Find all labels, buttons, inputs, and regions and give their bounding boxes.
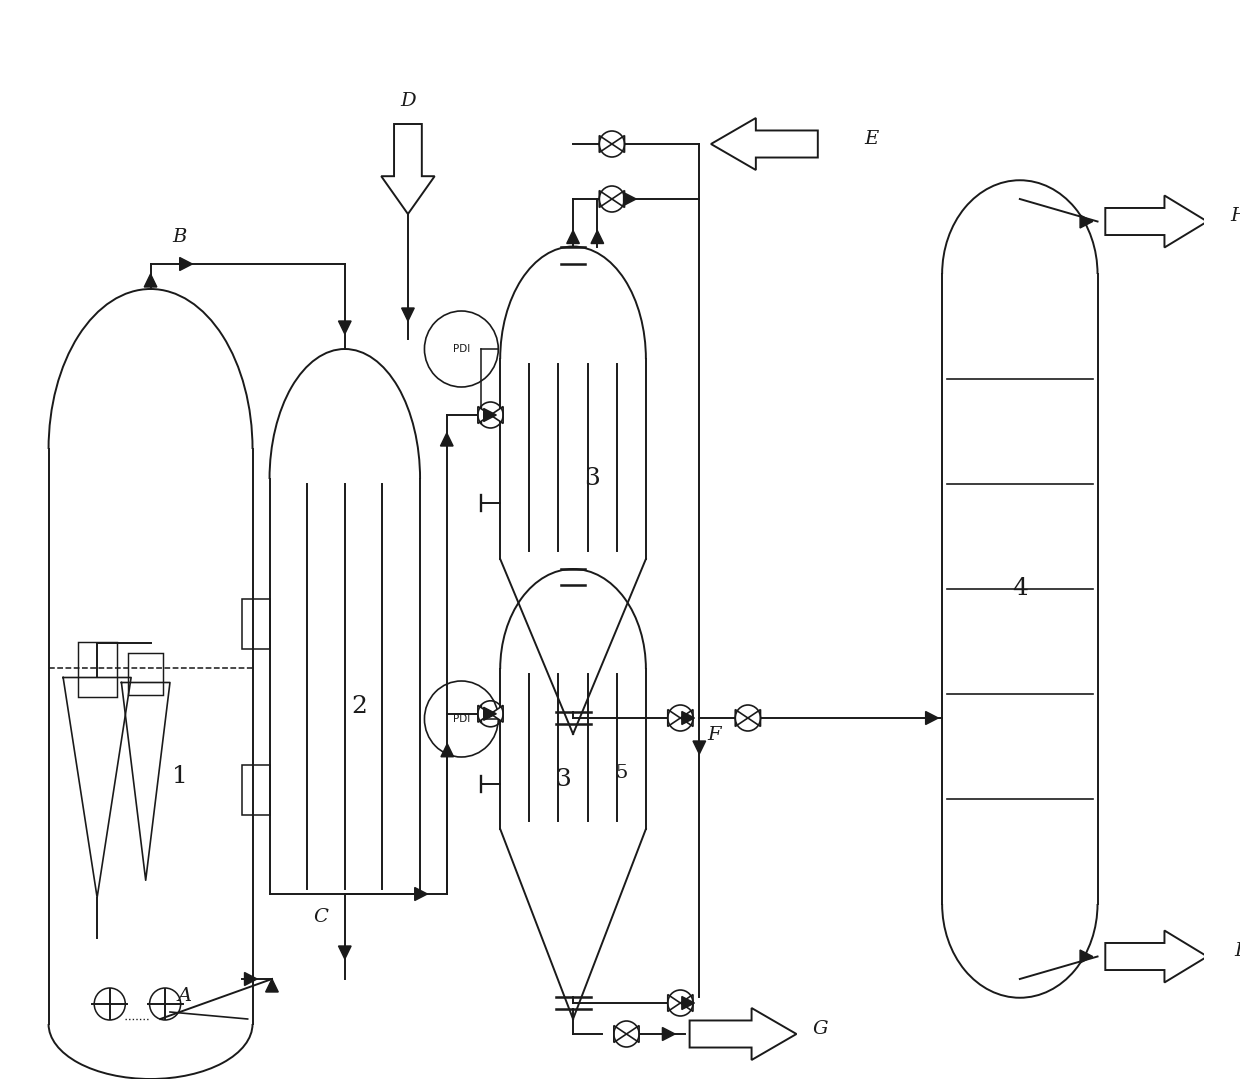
Text: G: G: [813, 1020, 828, 1038]
Text: F: F: [707, 726, 720, 745]
Text: PDI: PDI: [453, 714, 470, 724]
Polygon shape: [484, 708, 496, 721]
Text: I: I: [1235, 942, 1240, 960]
Polygon shape: [662, 1027, 675, 1040]
Polygon shape: [611, 191, 625, 207]
Polygon shape: [682, 711, 694, 724]
Text: H: H: [1230, 207, 1240, 226]
Text: 3: 3: [556, 767, 572, 791]
Polygon shape: [144, 274, 157, 287]
Text: 2: 2: [351, 695, 367, 718]
Polygon shape: [925, 711, 939, 724]
Polygon shape: [491, 407, 503, 423]
Bar: [242, 599, 269, 650]
Polygon shape: [1105, 930, 1208, 983]
Polygon shape: [611, 136, 625, 152]
Polygon shape: [180, 258, 192, 271]
Text: 5: 5: [615, 764, 627, 782]
Polygon shape: [484, 409, 496, 422]
Text: E: E: [864, 129, 878, 148]
Polygon shape: [265, 979, 278, 992]
Text: D: D: [401, 92, 415, 110]
Bar: [78, 642, 117, 697]
Polygon shape: [339, 320, 351, 334]
Polygon shape: [477, 407, 491, 423]
Text: A: A: [177, 987, 192, 1005]
Polygon shape: [668, 710, 681, 726]
Polygon shape: [614, 1025, 626, 1042]
Polygon shape: [681, 995, 693, 1011]
Polygon shape: [624, 192, 636, 205]
Polygon shape: [599, 136, 611, 152]
Bar: [128, 653, 164, 695]
Polygon shape: [244, 972, 257, 985]
Bar: [242, 765, 269, 816]
Polygon shape: [681, 710, 693, 726]
Polygon shape: [402, 308, 414, 320]
Polygon shape: [599, 191, 611, 207]
Polygon shape: [668, 995, 681, 1011]
Text: 4: 4: [1012, 577, 1028, 601]
Polygon shape: [1105, 195, 1208, 247]
Polygon shape: [735, 710, 748, 726]
Polygon shape: [711, 118, 818, 170]
Text: C: C: [312, 909, 327, 926]
Polygon shape: [339, 946, 351, 959]
Text: 3: 3: [584, 467, 600, 491]
Polygon shape: [381, 124, 435, 214]
Polygon shape: [1080, 215, 1092, 228]
Polygon shape: [414, 888, 428, 901]
Polygon shape: [441, 743, 454, 756]
Polygon shape: [477, 706, 491, 722]
Polygon shape: [626, 1025, 639, 1042]
Polygon shape: [748, 710, 760, 726]
Polygon shape: [693, 741, 706, 754]
Polygon shape: [689, 1008, 796, 1060]
Polygon shape: [491, 706, 503, 722]
Polygon shape: [682, 997, 694, 1010]
Polygon shape: [567, 231, 579, 244]
Polygon shape: [591, 231, 604, 244]
Text: PDI: PDI: [453, 344, 470, 354]
Text: 1: 1: [172, 765, 187, 788]
Text: B: B: [172, 228, 187, 246]
Polygon shape: [1080, 950, 1092, 962]
Polygon shape: [440, 433, 453, 446]
